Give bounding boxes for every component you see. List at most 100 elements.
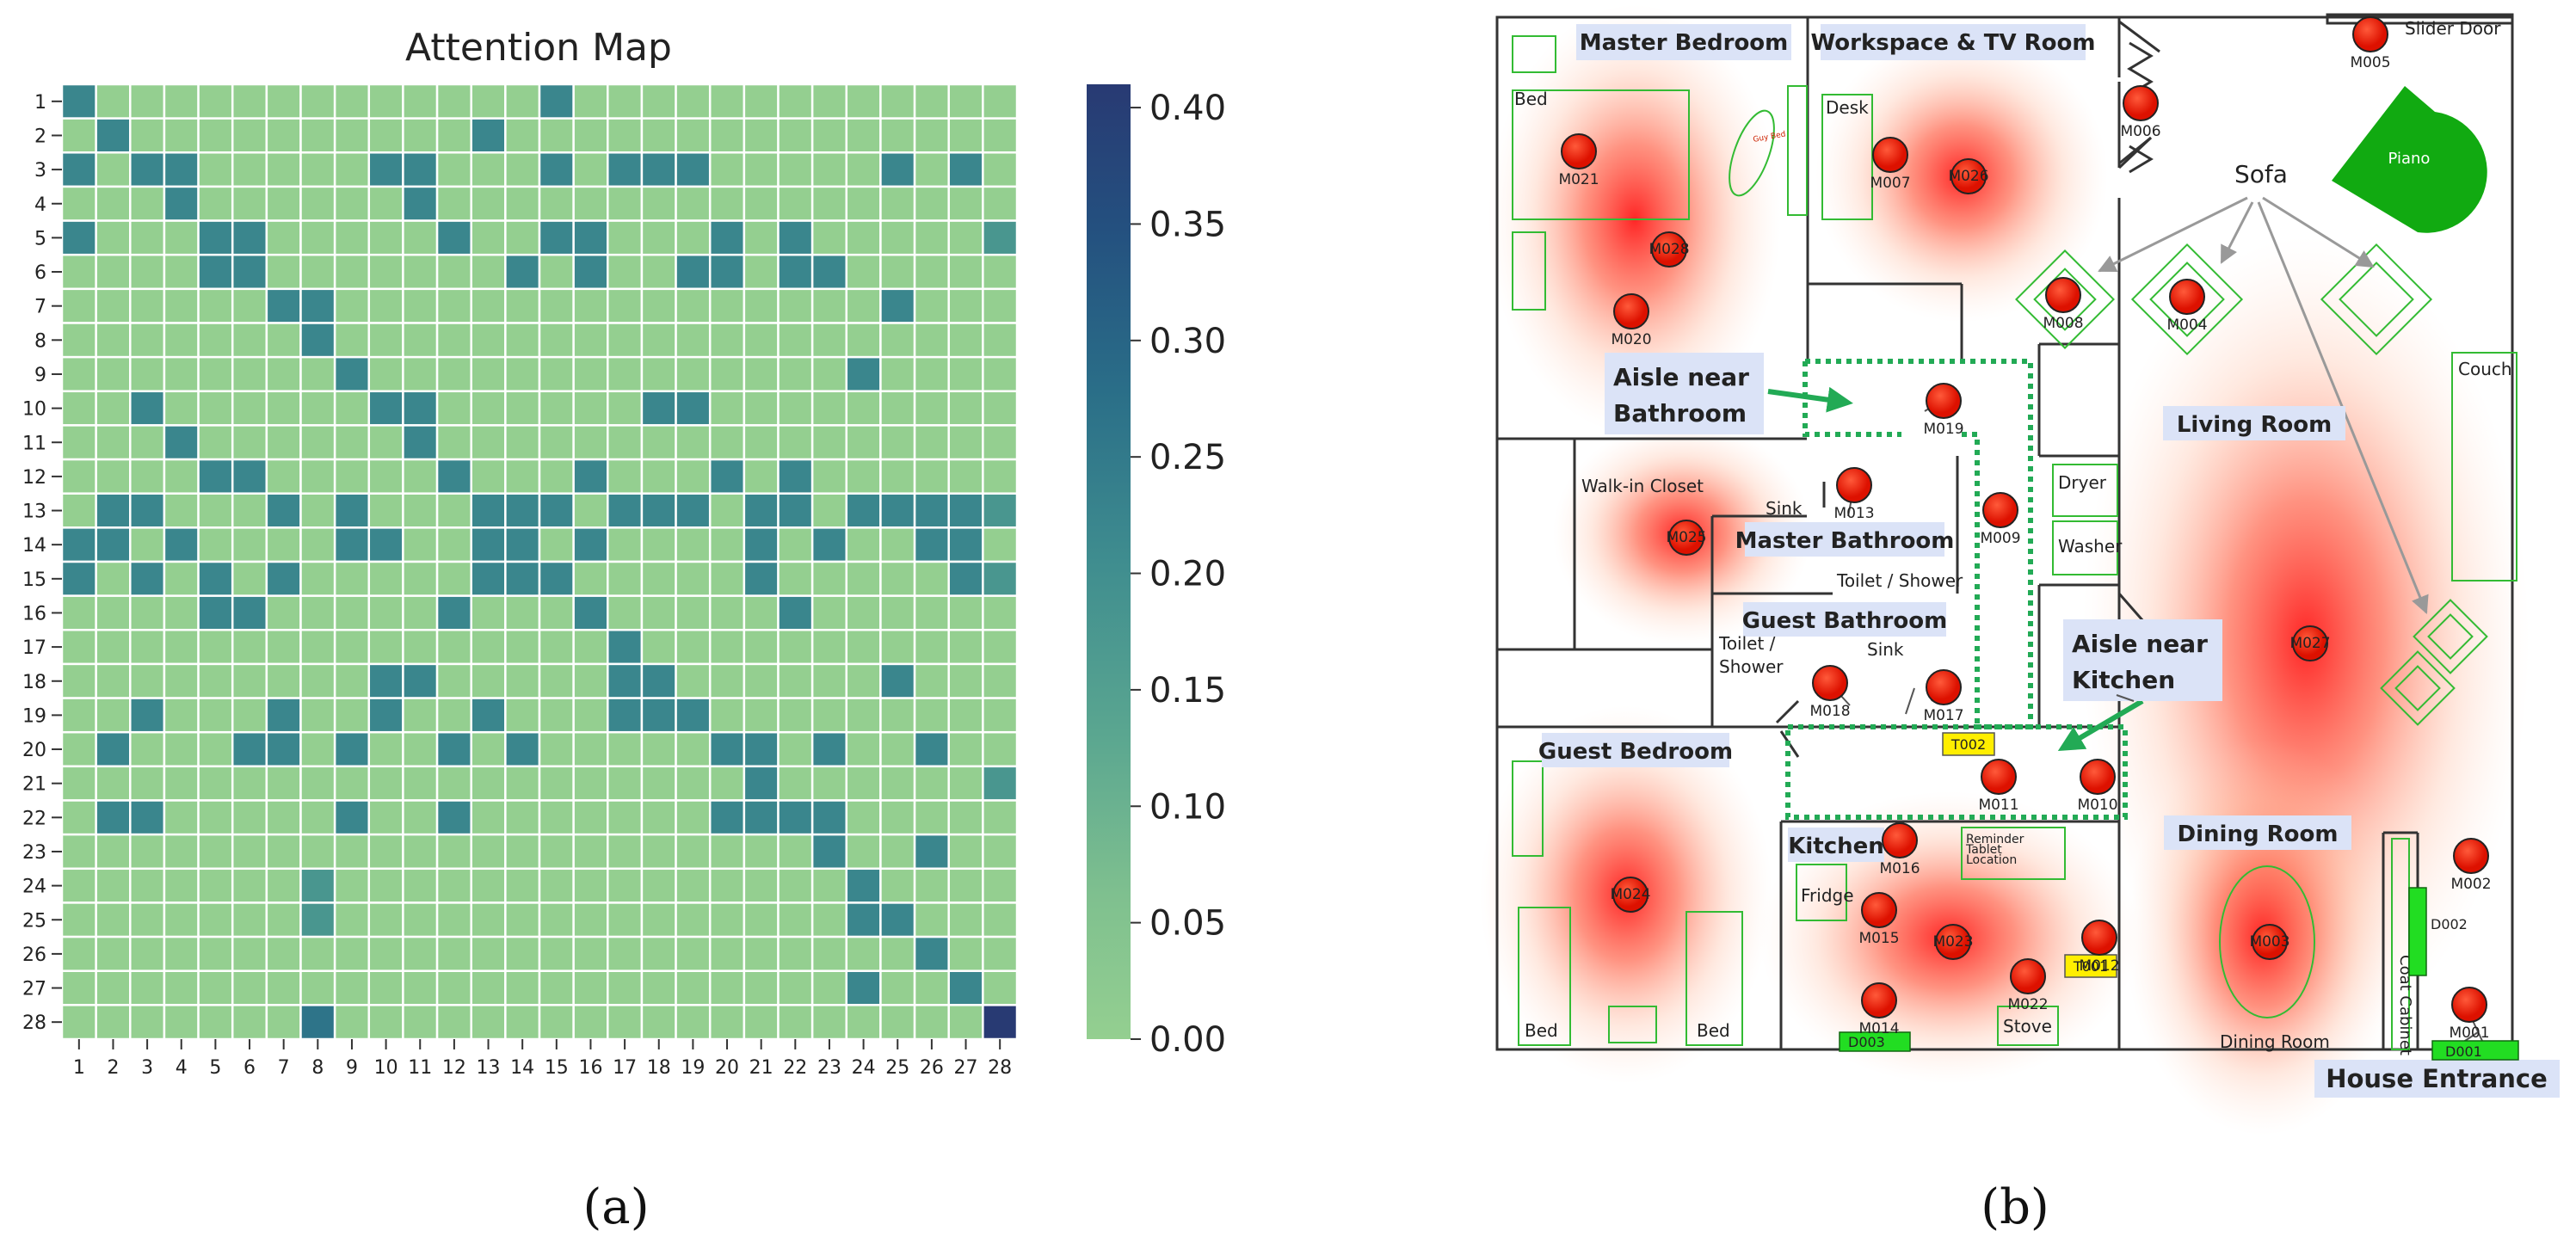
heatmap-cell (299, 730, 336, 768)
heatmap-cell (743, 185, 780, 222)
heatmap-cell (607, 833, 644, 871)
heatmap-cell (265, 833, 302, 871)
col-tick-label: 1 (73, 1057, 85, 1079)
heatmap-cell (810, 1004, 848, 1041)
heatmap-cell (708, 629, 746, 666)
heatmap-cell (60, 185, 97, 222)
motion-sensor-label: M011 (1978, 797, 2018, 814)
heatmap-cell (607, 185, 644, 222)
heatmap-cell (470, 492, 507, 529)
heatmap-cell (435, 867, 472, 904)
heatmap-cell (129, 697, 166, 734)
heatmap-cell (95, 969, 132, 1006)
row-tick-label: 13 (22, 502, 46, 523)
heatmap-cell (913, 799, 950, 836)
heatmap-cell (95, 594, 132, 631)
heatmap-cell (777, 117, 814, 154)
heatmap-title: Attention Map (405, 26, 672, 70)
heatmap-cell (607, 697, 644, 734)
heatmap-cell (538, 492, 575, 529)
heatmap-cell (777, 560, 814, 597)
heatmap-cell (743, 287, 780, 324)
heatmap-cell (60, 833, 97, 871)
heatmap-cell (913, 662, 950, 699)
heatmap-cell (163, 526, 200, 563)
heatmap-cell (197, 151, 234, 188)
heatmap-cell (947, 697, 984, 734)
heatmap-cell (231, 560, 268, 597)
heatmap-cell (640, 253, 677, 291)
panel-b-label: (b) (1981, 1179, 2049, 1235)
heatmap-cell (60, 458, 97, 495)
heatmap-cell (743, 492, 780, 529)
heatmap-cell (402, 322, 439, 359)
heatmap-cell (265, 458, 302, 495)
heatmap-cell (777, 697, 814, 734)
heatmap-cell (163, 833, 200, 871)
heatmap-cell (402, 151, 439, 188)
heatmap-cell (129, 390, 166, 427)
heatmap-cell (879, 83, 916, 120)
heatmap-cell (402, 185, 439, 222)
heatmap-cell (367, 83, 404, 120)
heatmap-cell (777, 322, 814, 359)
heatmap-cell (197, 83, 234, 120)
heatmap-cell (810, 253, 848, 291)
heatmap-cell (810, 355, 848, 393)
motion-sensor-label: M014 (1858, 1020, 1899, 1037)
heatmap-cell (129, 629, 166, 666)
heatmap-cell (470, 219, 507, 256)
panel-b-floor-plan: Piano Sofa Aisle near Bathroom Aisle nea… (1480, 4, 2560, 1235)
heatmap-cell (470, 322, 507, 359)
heatmap-cell (435, 594, 472, 631)
motion-sensor-label: M019 (1923, 421, 1963, 438)
row-tick-label: 23 (22, 842, 46, 864)
heatmap-cell (913, 390, 950, 427)
heatmap-cell (299, 117, 336, 154)
heatmap-cell (231, 458, 268, 495)
heatmap-cell (470, 867, 507, 904)
door-sensors: D001 D002 D003 (1839, 887, 2519, 1061)
heatmap-cell (743, 629, 780, 666)
heatmap-cell (607, 151, 644, 188)
heatmap-cell (197, 424, 234, 461)
heatmap-cell (743, 594, 780, 631)
heatmap-cell (572, 83, 609, 120)
heatmap-cell (470, 253, 507, 291)
heatmap-cell (777, 833, 814, 871)
heatmap-cell (913, 287, 950, 324)
heatmap-cell (402, 355, 439, 393)
heatmap-cell (607, 219, 644, 256)
heatmap-cell (777, 1004, 814, 1041)
heatmap-cell (333, 730, 371, 768)
heatmap-cell (504, 322, 541, 359)
heatmap-cell (299, 526, 336, 563)
motion-sensor-m007 (1872, 137, 1908, 173)
heatmap-cell (708, 287, 746, 324)
heatmap-cell (538, 594, 575, 631)
heatmap-cell (402, 492, 439, 529)
heatmap-cell (845, 287, 882, 324)
heatmap-cell (708, 458, 746, 495)
piano-label: Piano (2388, 150, 2431, 168)
heatmap-cell (708, 969, 746, 1006)
heatmap-row-labels: 1234567891011121314151617181920212223242… (22, 92, 62, 1034)
heatmap-cell (982, 253, 1019, 291)
motion-sensor-label: M020 (1611, 331, 1651, 348)
heatmap-cell (913, 355, 950, 393)
heatmap-cell (572, 151, 609, 188)
heatmap-cell (845, 117, 882, 154)
heatmap-cell (879, 390, 916, 427)
heatmap-cell (708, 424, 746, 461)
motion-sensor-label: M018 (1809, 703, 1850, 720)
door-sensor-d001-label: D001 (2445, 1043, 2482, 1060)
heatmap-cell (947, 594, 984, 631)
heatmap-cell (810, 492, 848, 529)
heatmap-cell (708, 355, 746, 393)
heatmap-cell (708, 799, 746, 836)
heatmap-cell (879, 867, 916, 904)
heatmap-cell (640, 390, 677, 427)
heatmap-cell (299, 560, 336, 597)
row-tick-label: 17 (22, 637, 46, 659)
heatmap-cell (265, 697, 302, 734)
